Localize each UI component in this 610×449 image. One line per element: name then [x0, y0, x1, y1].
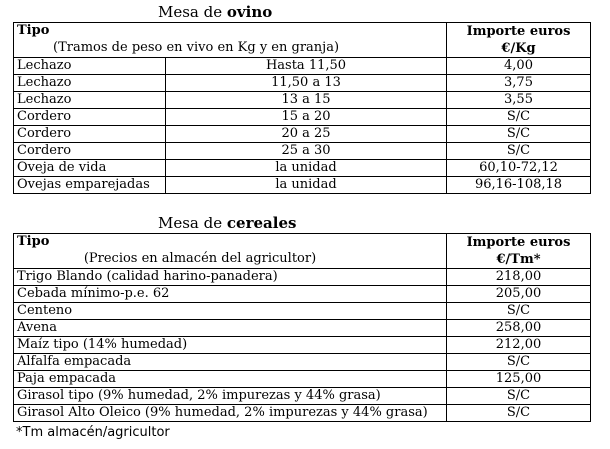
ovino-row: Cordero 25 a 30 S/C — [13, 142, 592, 160]
cereales-cell-tipo: Trigo Blando (calidad harino-panadera) — [13, 268, 447, 286]
cereales-row: Cebada mínimo-p.e. 62 205,00 — [13, 285, 591, 303]
cereales-footnote: *Tm almacén/agricultor — [16, 425, 170, 440]
cereales-cell-tipo: Centeno — [13, 302, 447, 320]
ovino-cell-tipo: Lechazo — [13, 57, 166, 75]
ovino-row: Cordero 20 a 25 S/C — [13, 125, 592, 143]
cereales-cell-importe: 205,00 — [446, 285, 591, 303]
ovino-cell-tramo: 15 a 20 — [164, 108, 448, 126]
ovino-header-importe-line1: Importe euros — [466, 24, 571, 39]
cereales-title-prefix: Mesa de — [158, 214, 227, 232]
ovino-header-subtitle: (Tramos de peso en vivo en Kg y en granj… — [53, 40, 340, 55]
cereales-header-tipo: Tipo — [17, 234, 50, 250]
cereales-cell-tipo: Maíz tipo (14% humedad) — [13, 336, 447, 354]
cereales-row: Centeno S/C — [13, 302, 591, 320]
cereales-table: Tipo (Precios en almacén del agricultor)… — [13, 233, 591, 422]
cereales-header-importe-line2: €/Tm* — [496, 252, 541, 267]
ovino-title-prefix: Mesa de — [158, 3, 227, 21]
ovino-cell-tramo: la unidad — [164, 176, 448, 194]
ovino-title-bold: ovino — [226, 3, 273, 21]
ovino-cell-tramo: Hasta 11,50 — [164, 57, 448, 75]
ovino-cell-importe: 4,00 — [446, 57, 592, 75]
cereales-cell-importe: 258,00 — [446, 319, 591, 337]
ovino-row: Ovejas emparejadas la unidad 96,16-108,18 — [13, 176, 592, 194]
ovino-cell-tramo: 20 a 25 — [164, 125, 448, 143]
ovino-row: Cordero 15 a 20 S/C — [13, 108, 592, 126]
ovino-cell-importe: 3,75 — [446, 74, 592, 92]
ovino-header-row: Tipo (Tramos de peso en vivo en Kg y en … — [12, 22, 592, 58]
ovino-cell-importe: 3,55 — [446, 91, 592, 109]
ovino-cell-tipo: Cordero — [13, 142, 166, 160]
cereales-title-bold: cereales — [226, 214, 297, 232]
cereales-cell-importe: 212,00 — [446, 336, 591, 354]
cereales-cell-importe: S/C — [446, 387, 591, 405]
ovino-cell-tipo: Cordero — [13, 125, 166, 143]
ovino-cell-tipo: Ovejas emparejadas — [13, 176, 166, 194]
cereales-row: Paja empacada 125,00 — [13, 370, 591, 388]
cereales-header-row: Tipo (Precios en almacén del agricultor)… — [13, 233, 591, 269]
ovino-cell-tramo: la unidad — [164, 159, 448, 177]
ovino-cell-tipo: Lechazo — [13, 74, 166, 92]
ovino-cell-tipo: Lechazo — [13, 91, 166, 109]
cereales-row: Alfalfa empacada S/C — [13, 353, 591, 371]
cereales-row: Maíz tipo (14% humedad) 212,00 — [13, 336, 591, 354]
cereales-row: Trigo Blando (calidad harino-panadera) 21… — [13, 268, 591, 286]
ovino-row: Lechazo 11,50 a 13 3,75 — [13, 74, 592, 92]
ovino-cell-tramo: 25 a 30 — [164, 142, 448, 160]
cereales-row: Avena 258,00 — [13, 319, 591, 337]
cereales-cell-importe: 218,00 — [446, 268, 591, 286]
ovino-row: Lechazo 13 a 15 3,55 — [13, 91, 592, 109]
ovino-header-importe-cell: Importe euros €/Kg — [446, 22, 592, 58]
ovino-table: Tipo (Tramos de peso en vivo en Kg y en … — [12, 22, 592, 194]
ovino-cell-tipo: Cordero — [13, 108, 166, 126]
cereales-cell-importe: S/C — [446, 302, 591, 320]
cereales-header-importe-cell: Importe euros €/Tm* — [446, 233, 591, 269]
ovino-cell-importe: S/C — [446, 108, 592, 126]
ovino-title: Mesa de ovino — [158, 3, 272, 21]
cereales-cell-importe: S/C — [446, 353, 591, 371]
ovino-cell-importe: S/C — [446, 125, 592, 143]
cereales-header-subtitle: (Precios en almacén del agricultor) — [83, 251, 317, 266]
ovino-row: Lechazo Hasta 11,50 4,00 — [13, 57, 592, 75]
ovino-header-tipo-cell: Tipo (Tramos de peso en vivo en Kg y en … — [12, 22, 448, 58]
cereales-cell-tipo: Paja empacada — [13, 370, 447, 388]
cereales-cell-tipo: Alfalfa empacada — [13, 353, 447, 371]
ovino-cell-tramo: 11,50 a 13 — [164, 74, 448, 92]
ovino-cell-importe: 60,10-72,12 — [446, 159, 592, 177]
cereales-header-importe-line1: Importe euros — [466, 235, 571, 250]
cereales-cell-tipo: Avena — [13, 319, 447, 337]
ovino-cell-tipo: Oveja de vida — [13, 159, 166, 177]
ovino-header-importe-line2: €/Kg — [501, 41, 536, 56]
ovino-cell-importe: 96,16-108,18 — [446, 176, 592, 194]
ovino-row: Oveja de vida la unidad 60,10-72,12 — [13, 159, 592, 177]
cereales-title: Mesa de cereales — [158, 214, 296, 232]
ovino-cell-tramo: 13 a 15 — [164, 91, 448, 109]
ovino-header-tipo: Tipo — [17, 23, 50, 39]
cereales-cell-importe: S/C — [446, 404, 591, 422]
cereales-cell-importe: 125,00 — [446, 370, 591, 388]
cereales-cell-tipo: Cebada mínimo-p.e. 62 — [13, 285, 447, 303]
cereales-cell-tipo: Girasol Alto Oleico (9% humedad, 2% impu… — [13, 404, 447, 422]
cereales-cell-tipo: Girasol tipo (9% humedad, 2% impurezas y… — [13, 387, 447, 405]
ovino-cell-importe: S/C — [446, 142, 592, 160]
cereales-header-tipo-cell: Tipo (Precios en almacén del agricultor) — [13, 233, 447, 269]
cereales-row: Girasol tipo (9% humedad, 2% impurezas y… — [13, 387, 591, 405]
cereales-row: Girasol Alto Oleico (9% humedad, 2% impu… — [13, 404, 591, 422]
